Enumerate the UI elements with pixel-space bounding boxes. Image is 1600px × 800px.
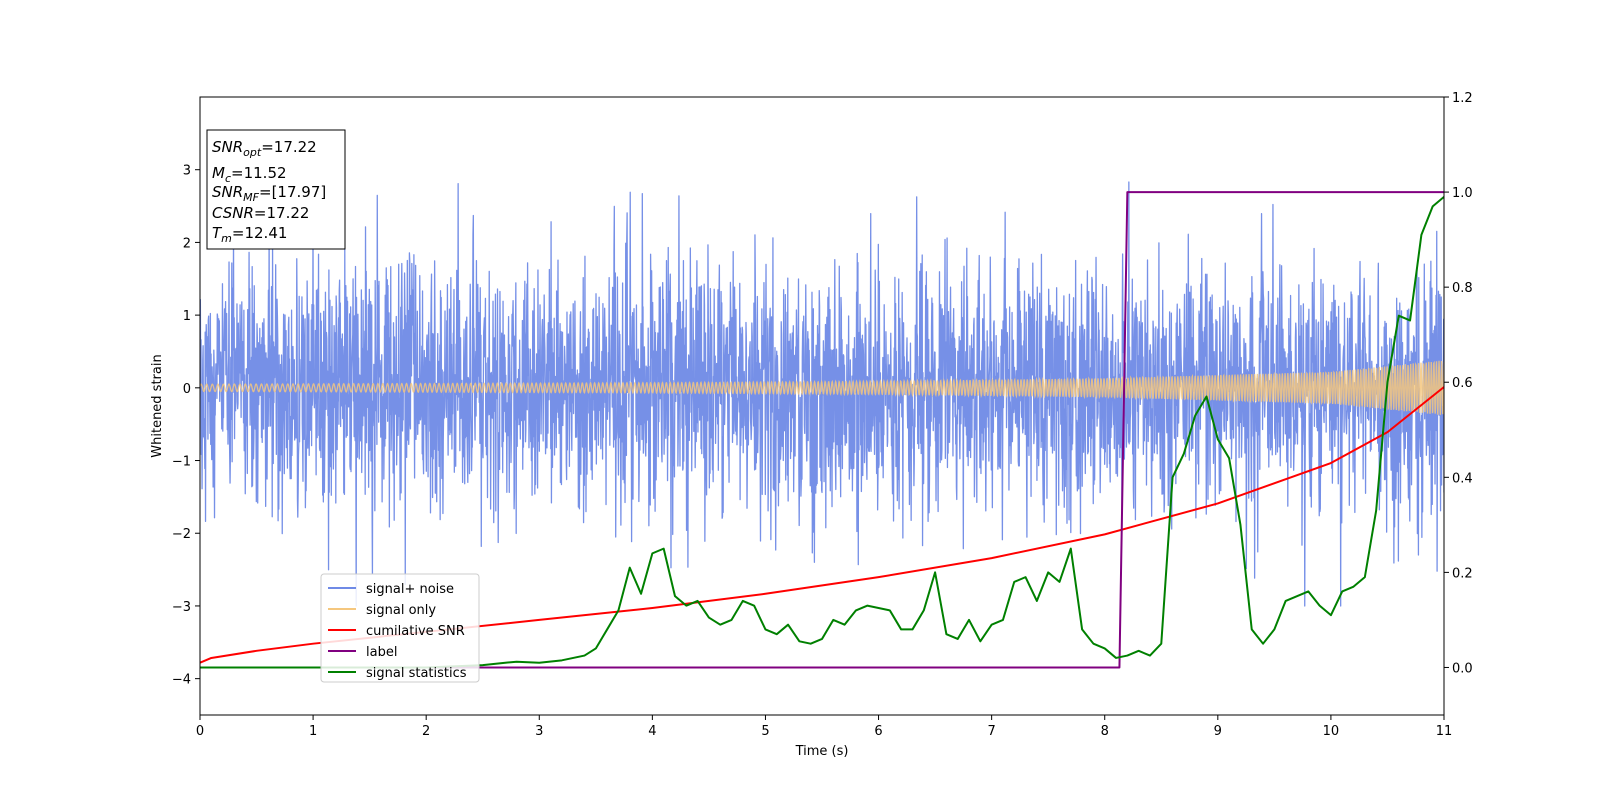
info-line: SNRopt=17.22 xyxy=(212,138,317,159)
y-tick-label: 3 xyxy=(183,164,191,179)
info-subscript: m xyxy=(221,232,232,245)
x-tick-label: 0 xyxy=(196,724,204,739)
legend-label: signal+ noise xyxy=(366,582,454,597)
x-tick-label: 2 xyxy=(422,724,430,739)
info-value: =[17.97] xyxy=(259,183,326,201)
y2-tick-label: 1.2 xyxy=(1452,91,1473,106)
info-value: =17.22 xyxy=(261,138,317,156)
x-axis: 0 1 2 3 4 5 6 7 8 9 10 11 xyxy=(196,715,1452,739)
series-line-signal-only xyxy=(200,360,1444,415)
y2-tick-label: 0.4 xyxy=(1452,471,1473,486)
legend-frame xyxy=(320,573,480,683)
info-box-frame xyxy=(206,129,346,250)
y-axis-right: 1.2 1.0 0.8 0.6 0.4 0.2 0.0 xyxy=(1444,91,1473,676)
info-value: =11.52 xyxy=(231,164,287,182)
info-symbol: T xyxy=(212,224,223,242)
info-value: =12.41 xyxy=(232,224,288,242)
info-value: =17.22 xyxy=(254,204,310,222)
info-box: SNRopt=17.22Mc=11.52SNRMF=[17.97]CSNR=17… xyxy=(206,129,346,250)
series-line-cumilative-snr xyxy=(200,386,1444,664)
y-axis-left: 3 2 1 0 −1 −2 −3 −4 xyxy=(172,164,200,688)
info-symbol: SNR xyxy=(212,138,243,156)
y2-tick-label: 0.0 xyxy=(1452,661,1473,676)
legend-label: signal statistics xyxy=(366,666,467,681)
y2-tick-label: 0.2 xyxy=(1452,566,1473,581)
info-symbol: CSNR xyxy=(212,204,254,222)
x-tick-label: 6 xyxy=(874,724,882,739)
x-tick-label: 3 xyxy=(535,724,543,739)
legend-label: cumilative SNR xyxy=(366,624,465,639)
info-symbol: M xyxy=(212,164,225,182)
legend-items: signal+ noise signal only cumilative SNR la… xyxy=(328,582,467,681)
y-tick-label: −4 xyxy=(172,673,191,688)
x-axis-label: Time (s) xyxy=(795,744,849,759)
info-line: Mc=11.52 xyxy=(212,164,287,185)
y-tick-label: 2 xyxy=(183,236,191,251)
y-axis-label: Whitened strain xyxy=(150,354,165,457)
y-tick-label: −3 xyxy=(172,600,191,615)
y-tick-label: 1 xyxy=(183,309,191,324)
x-tick-label: 9 xyxy=(1214,724,1222,739)
series-line-label xyxy=(200,191,1444,669)
y2-tick-label: 0.6 xyxy=(1452,376,1473,391)
plot-frame xyxy=(199,96,1445,716)
legend: signal+ noise signal only cumilative SNR la… xyxy=(320,573,480,683)
x-tick-label: 4 xyxy=(648,724,656,739)
info-line: SNRMF=[17.97] xyxy=(212,183,326,204)
plot-area xyxy=(199,96,1445,716)
x-tick-label: 5 xyxy=(761,724,769,739)
y2-tick-label: 0.8 xyxy=(1452,281,1473,296)
info-line: Tm=12.41 xyxy=(212,224,287,245)
series-line-signal-noise xyxy=(200,181,1444,607)
info-line: CSNR=17.22 xyxy=(212,204,309,222)
y-tick-label: −2 xyxy=(172,527,191,542)
x-tick-label: 10 xyxy=(1323,724,1340,739)
info-symbol: SNR xyxy=(212,183,243,201)
info-subscript: opt xyxy=(243,146,262,159)
legend-label: label xyxy=(366,645,397,660)
y-tick-label: −1 xyxy=(172,455,191,470)
info-lines: SNRopt=17.22Mc=11.52SNRMF=[17.97]CSNR=17… xyxy=(212,138,326,245)
y-tick-label: 0 xyxy=(183,382,191,397)
series-layer xyxy=(200,181,1444,669)
info-subscript: MF xyxy=(243,191,259,204)
x-tick-label: 11 xyxy=(1436,724,1453,739)
x-tick-label: 7 xyxy=(987,724,995,739)
series-line-signal-statistics xyxy=(200,196,1444,669)
x-tick-label: 8 xyxy=(1101,724,1109,739)
y2-tick-label: 1.0 xyxy=(1452,186,1473,201)
legend-label: signal only xyxy=(366,603,436,618)
x-tick-label: 1 xyxy=(309,724,317,739)
info-subscript: c xyxy=(225,172,231,185)
